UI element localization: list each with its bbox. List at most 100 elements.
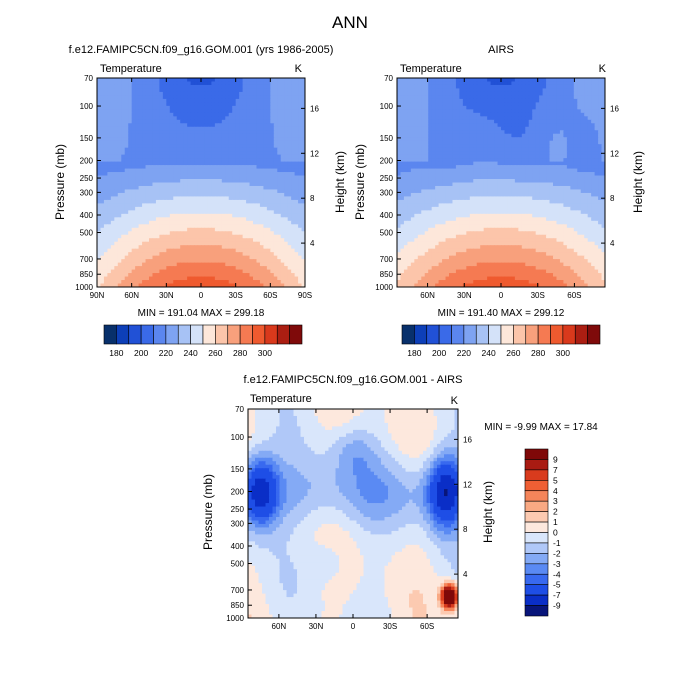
contour-cell: [162, 255, 167, 260]
contour-cell: [232, 102, 237, 107]
contour-cell: [214, 199, 219, 204]
contour-cell: [577, 91, 582, 97]
contour-cell: [187, 248, 192, 253]
contour-cell: [169, 158, 174, 163]
contour-cell: [490, 147, 495, 152]
contour-cell: [431, 119, 436, 124]
contour-cell: [239, 112, 244, 117]
contour-cell: [152, 273, 157, 278]
contour-cell: [149, 196, 154, 201]
contour-cell: [270, 276, 275, 281]
contour-cell: [124, 116, 129, 121]
contour-cell: [169, 88, 174, 93]
contour-cell: [225, 192, 230, 198]
contour-cell: [152, 154, 157, 159]
contour-cell: [190, 203, 195, 208]
contour-cell: [291, 158, 296, 163]
contour-cell: [294, 98, 299, 103]
contour-cell: [584, 140, 589, 145]
contour-cell: [239, 130, 244, 135]
contour-cell: [110, 196, 115, 201]
contour-cell: [253, 175, 258, 180]
contour-cell: [107, 203, 112, 208]
contour-cell: [110, 95, 115, 100]
contour-cell: [121, 81, 126, 86]
contour-cell: [435, 95, 440, 100]
contour-cell: [266, 81, 271, 86]
contour-cell: [298, 245, 303, 250]
x-tick-label: 60S: [263, 291, 277, 300]
contour-cell: [187, 105, 192, 110]
contour-cell: [249, 255, 254, 260]
contour-cell: [142, 158, 147, 163]
contour-cell: [128, 165, 133, 170]
contour-cell: [194, 255, 199, 260]
contour-cell: [225, 95, 230, 100]
contour-cell: [207, 175, 212, 180]
contour-cell: [162, 119, 167, 124]
contour-cell: [514, 137, 519, 142]
contour-cell: [462, 140, 467, 145]
contour-cell: [169, 112, 174, 117]
contour-cell: [253, 98, 258, 103]
contour-cell: [100, 266, 105, 271]
contour-cell: [155, 227, 160, 232]
contour-cell: [124, 199, 129, 204]
contour-cell: [294, 217, 299, 222]
contour-cell: [221, 227, 226, 232]
contour-cell: [435, 133, 440, 138]
contour-cell: [294, 241, 299, 246]
contour-cell: [249, 95, 254, 100]
contour-cell: [424, 81, 429, 86]
contour-cell: [424, 123, 429, 128]
contour-cell: [138, 126, 143, 131]
contour-cell: [266, 78, 271, 83]
contour-cell: [235, 116, 240, 121]
contour-cell: [525, 102, 530, 107]
contour-cell: [204, 192, 209, 198]
contour-cell: [135, 154, 140, 159]
contour-cell: [124, 220, 129, 225]
contour-cell: [476, 147, 481, 152]
contour-cell: [256, 116, 261, 121]
contour-cell: [235, 133, 240, 138]
contour-cell: [131, 123, 136, 128]
contour-cell: [242, 203, 247, 208]
contour-cell: [266, 196, 271, 201]
contour-cell: [221, 248, 226, 253]
contour-cell: [291, 175, 296, 180]
contour-cell: [280, 238, 285, 243]
contour-cell: [287, 172, 292, 177]
contour-cell: [449, 109, 454, 114]
contour-cell: [145, 248, 150, 253]
contour-cell: [204, 276, 209, 281]
contour-cell: [431, 151, 436, 156]
contour-cell: [173, 123, 178, 128]
contour-cell: [152, 109, 157, 114]
contour-cell: [221, 217, 226, 222]
contour-cell: [253, 248, 258, 253]
contour-cell: [169, 192, 174, 198]
contour-cell: [566, 98, 571, 103]
contour-cell: [131, 88, 136, 93]
contour-cell: [149, 158, 154, 163]
contour-cell: [287, 119, 292, 124]
contour-cell: [97, 206, 102, 211]
contour-cell: [138, 140, 143, 145]
contour-cell: [246, 130, 251, 135]
contour-cell: [273, 224, 278, 229]
contour-cell: [232, 161, 237, 166]
contour-cell: [218, 98, 223, 103]
contour-cell: [131, 179, 136, 184]
contour-cell: [259, 245, 264, 250]
contour-cell: [162, 91, 167, 97]
colorbar-box: [103, 324, 117, 345]
contour-cell: [232, 220, 237, 225]
contour-cell: [201, 241, 206, 246]
contour-cell: [173, 175, 178, 180]
contour-cell: [270, 133, 275, 138]
contour-cell: [455, 109, 460, 114]
contour-cell: [277, 151, 282, 156]
contour-cell: [407, 81, 412, 86]
contour-cell: [159, 140, 164, 145]
